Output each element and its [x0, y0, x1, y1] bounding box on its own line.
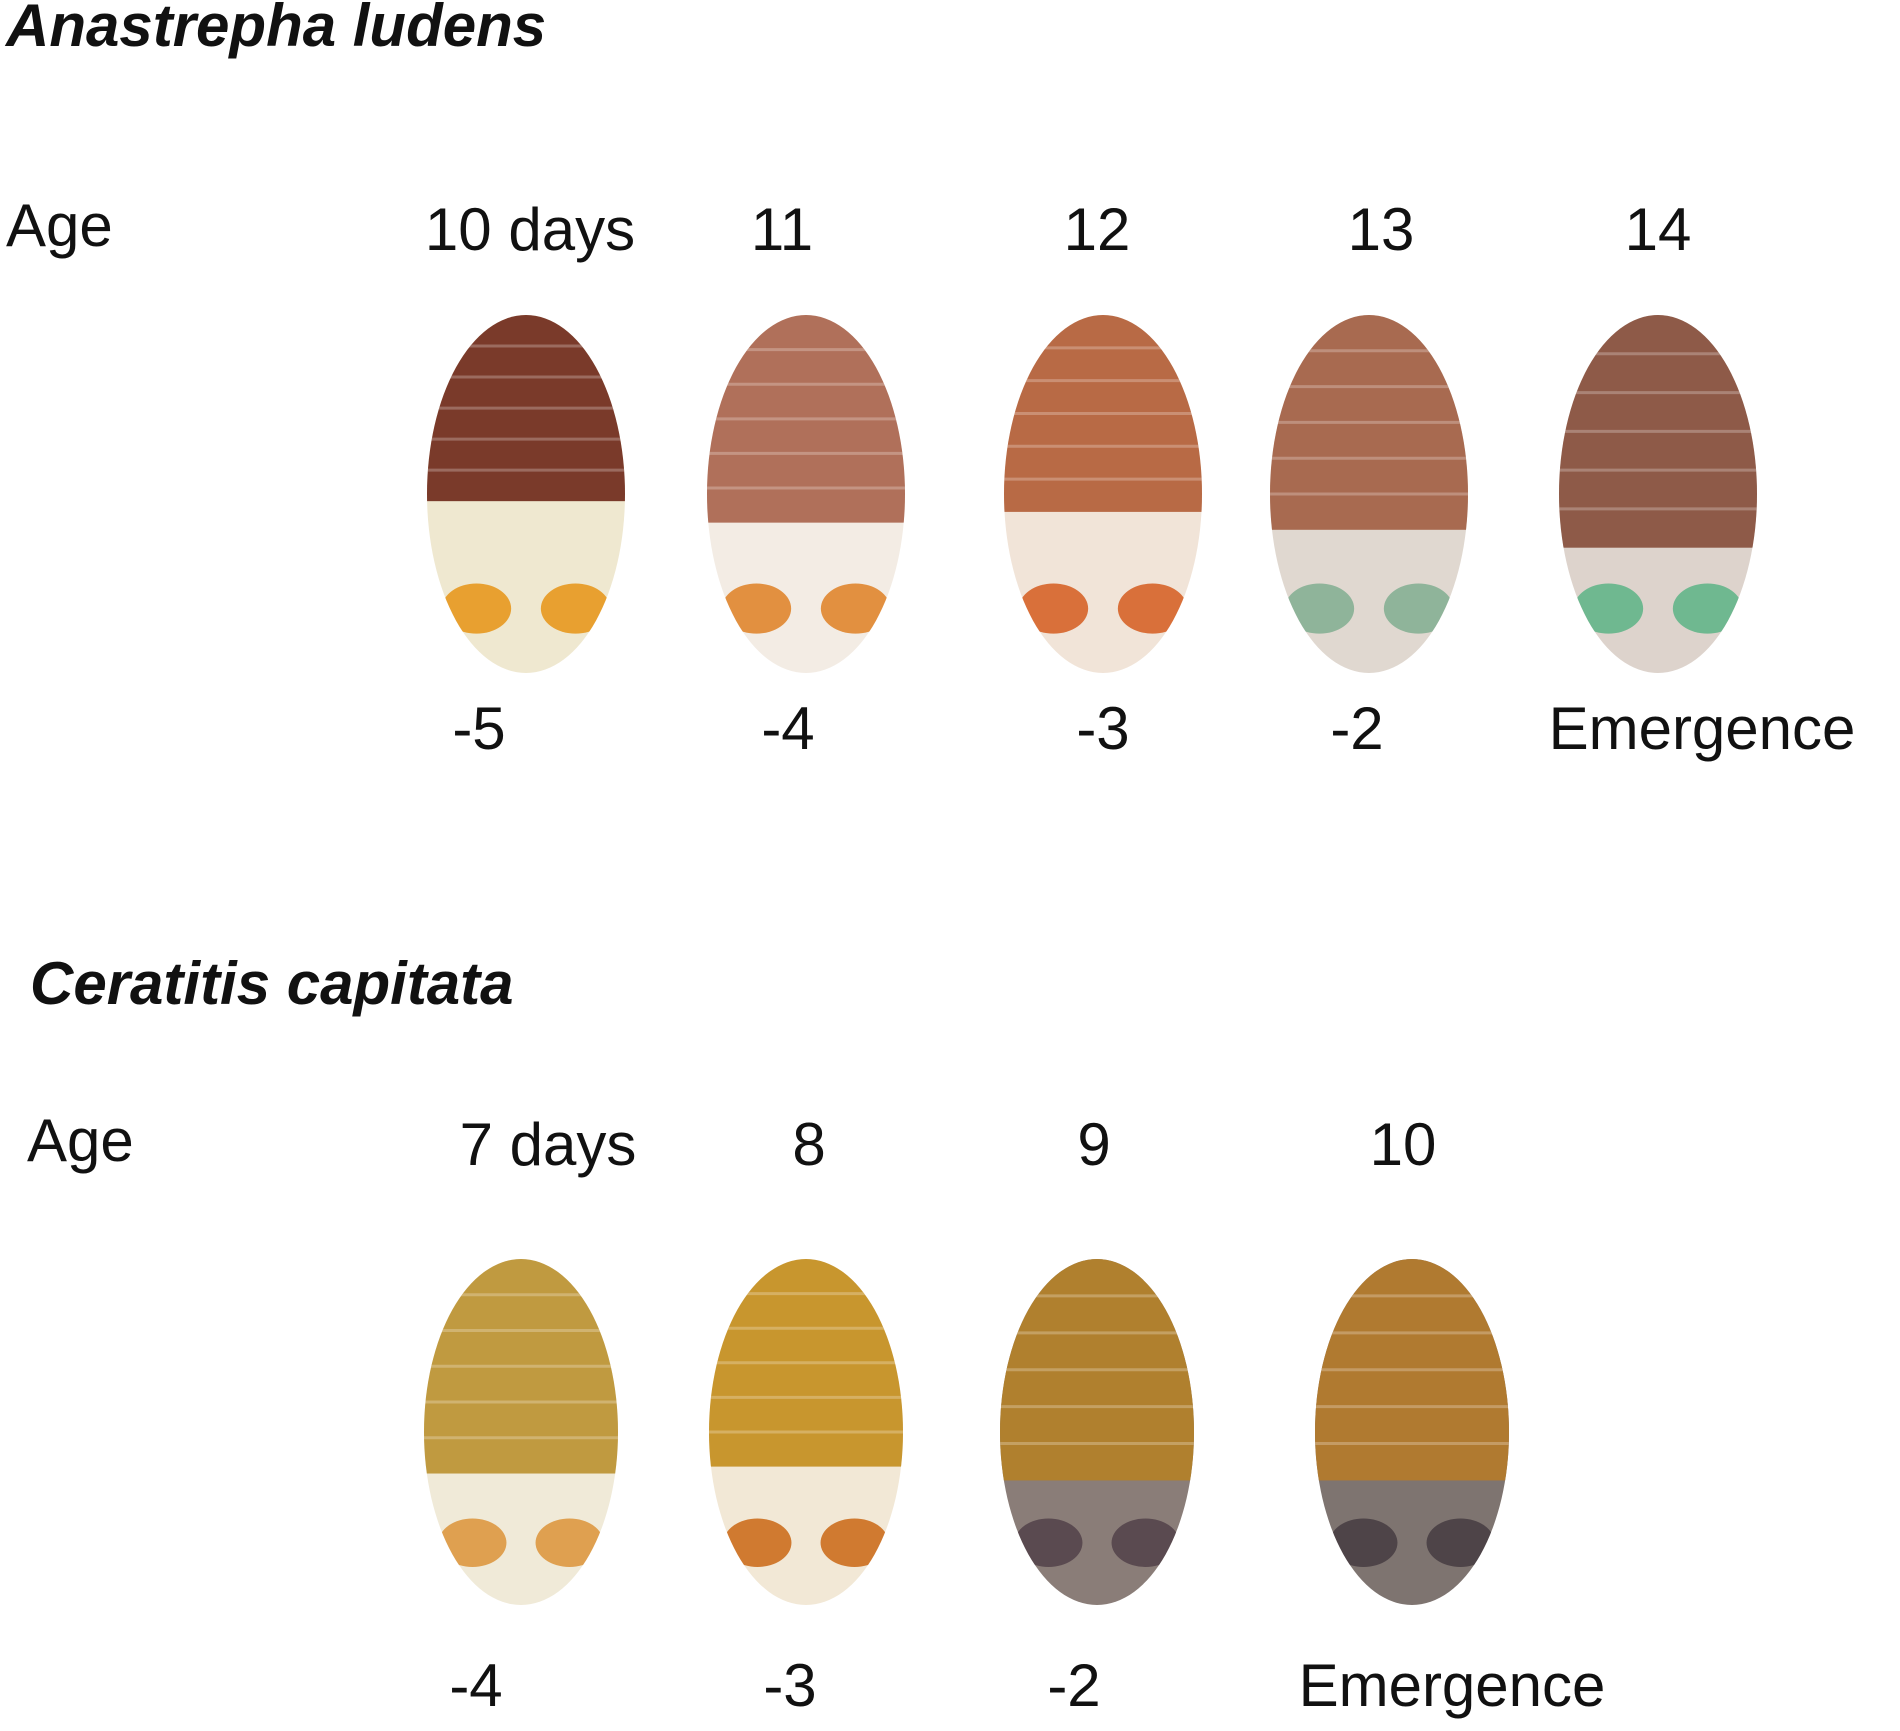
species-title: Anastrepha ludens: [4, 0, 546, 59]
pupa-eye: [820, 583, 891, 634]
pupa-eye: [1383, 583, 1454, 634]
pupa-eye: [1329, 1518, 1398, 1567]
pupa-eye: [1573, 583, 1644, 634]
pupa: [427, 315, 625, 673]
species-title: Ceratitis capitata: [30, 950, 514, 1017]
days-to-emergence: -2: [1047, 1652, 1100, 1719]
pupa: [1000, 1259, 1194, 1605]
pupa: [1004, 315, 1202, 673]
pupa-eye: [820, 1518, 889, 1567]
pupa-eye: [721, 583, 792, 634]
pupa: [424, 1259, 618, 1605]
pupa-eye: [723, 1518, 792, 1567]
pupa-eye: [441, 583, 512, 634]
age-value: 10: [1370, 1111, 1437, 1178]
age-value: 10 days: [425, 196, 635, 263]
days-to-emergence: Emergence: [1299, 1652, 1606, 1719]
age-value: 13: [1348, 196, 1415, 263]
age-value: 8: [792, 1111, 825, 1178]
pupa-eye: [1018, 583, 1089, 634]
pupa-eye: [1111, 1518, 1180, 1567]
pupa-eye: [438, 1518, 507, 1567]
pupa-eye: [1672, 583, 1743, 634]
days-to-emergence: -5: [452, 695, 505, 762]
age-value: 9: [1077, 1111, 1110, 1178]
pupa-eye: [540, 583, 611, 634]
days-to-emergence: Emergence: [1549, 695, 1856, 762]
age-label: Age: [27, 1107, 134, 1174]
age-value: 14: [1625, 196, 1692, 263]
pupa: [707, 315, 905, 673]
pupa-eye: [1284, 583, 1355, 634]
days-to-emergence: -3: [1076, 695, 1129, 762]
age-label: Age: [6, 192, 113, 259]
pupa: [709, 1259, 903, 1605]
pupa: [1559, 315, 1757, 673]
pupa-eye: [535, 1518, 604, 1567]
pupa-eye: [1117, 583, 1188, 634]
pupa: [1270, 315, 1468, 673]
days-to-emergence: -2: [1330, 695, 1383, 762]
age-value: 7 days: [460, 1111, 637, 1178]
days-to-emergence: -4: [761, 695, 814, 762]
pupa: [1315, 1259, 1509, 1605]
age-value: 12: [1064, 196, 1131, 263]
days-to-emergence: -3: [763, 1652, 816, 1719]
pupa-eye: [1014, 1518, 1083, 1567]
days-to-emergence: -4: [449, 1652, 502, 1719]
age-value: 11: [751, 196, 813, 263]
pupa-eye: [1426, 1518, 1495, 1567]
